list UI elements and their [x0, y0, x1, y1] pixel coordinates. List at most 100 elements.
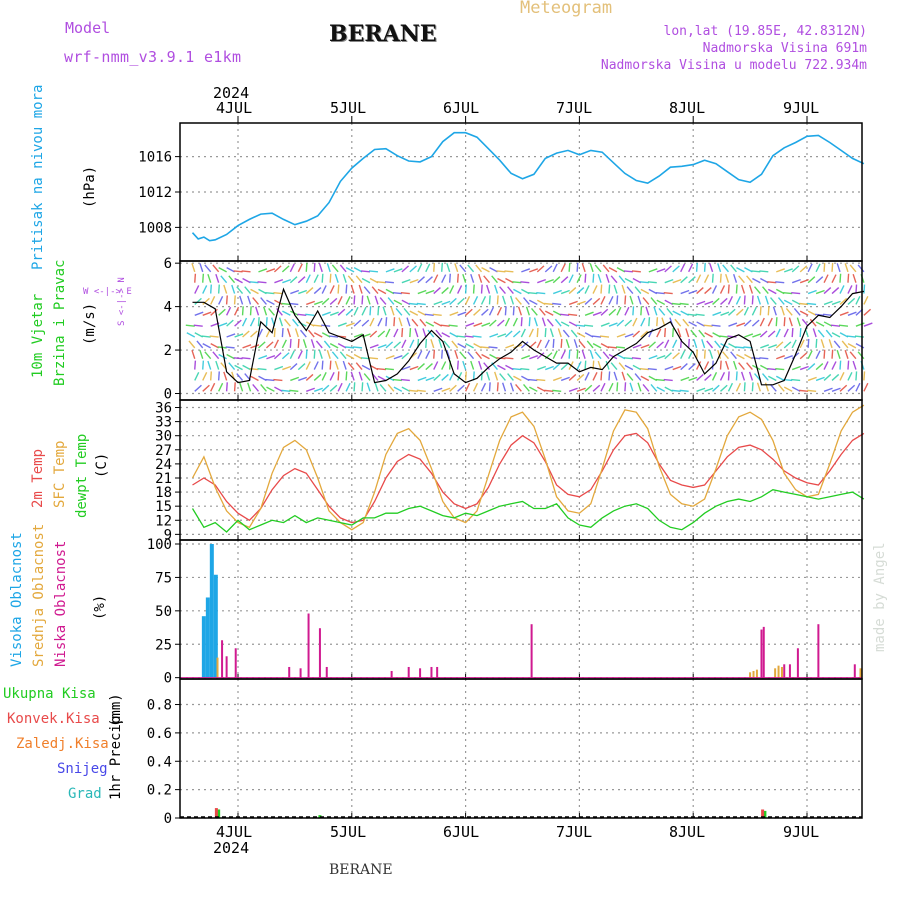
wind-arrow-671 — [623, 270, 633, 273]
wind-arrow-248 — [353, 295, 356, 305]
wind-arrow-582 — [568, 321, 578, 327]
cloud-bar-low_cloud-3 — [288, 666, 291, 678]
wind-arrow-913 — [791, 378, 801, 382]
wind-arrow-922 — [799, 278, 809, 284]
wind-arrow-406 — [456, 273, 459, 283]
wind-arrow-635 — [602, 264, 610, 273]
ytick-label-temperature-4: 21 — [155, 471, 172, 487]
wind-arrow-513 — [521, 288, 530, 295]
wind-arrow-430 — [470, 273, 475, 283]
wind-arrow-315 — [401, 352, 410, 360]
wind-arrow-997 — [855, 371, 858, 381]
wind-arrow-518 — [537, 365, 546, 371]
wind-arrow-282 — [377, 317, 383, 327]
wind-arrow-571 — [560, 313, 570, 316]
wind-arrow-365 — [427, 329, 435, 338]
wind-arrow-852 — [756, 382, 762, 392]
day-label-bottom-3: 7JUL — [556, 823, 593, 841]
wind-arrow-610 — [592, 273, 595, 283]
wind-arrow-350 — [425, 363, 433, 371]
wind-arrow-728 — [664, 299, 674, 306]
wind-arrow-151 — [282, 310, 291, 316]
wind-arrow-454 — [483, 275, 491, 284]
wind-arrow-19 — [202, 311, 212, 316]
wind-arrow-750 — [682, 318, 690, 327]
wind-arrow-685 — [640, 375, 650, 382]
wind-arrow-200 — [321, 297, 330, 305]
wind-arrow-77 — [242, 330, 250, 338]
wind-arrow-387 — [446, 349, 451, 359]
wind-arrow-432 — [480, 382, 487, 392]
wind-arrow-368 — [433, 300, 443, 306]
wind-arrow-643 — [616, 306, 622, 316]
wind-arrow-777 — [704, 287, 712, 295]
wind-arrow-564 — [568, 387, 578, 392]
wind-arrow-616 — [592, 343, 602, 349]
wind-arrow-321 — [392, 291, 402, 295]
wind-arrow-27 — [204, 351, 212, 360]
wind-arrow-1014 — [863, 322, 873, 327]
wind-arrow-169 — [305, 373, 314, 381]
wind-arrow-756 — [696, 387, 706, 392]
wind-arrow-841 — [748, 371, 754, 381]
cloud-bar-mid_cloud-4 — [774, 668, 777, 678]
wind-arrow-3 — [191, 349, 196, 359]
wind-arrow-677 — [640, 330, 649, 338]
wind-arrow-813 — [727, 284, 730, 294]
wind-arrow-580 — [573, 339, 578, 349]
wind-arrow-590 — [584, 360, 587, 370]
wind-arrow-184 — [310, 339, 315, 349]
wind-arrow-936 — [807, 389, 817, 393]
wind-arrow-968 — [831, 300, 841, 306]
wind-arrow-165 — [298, 289, 308, 295]
wind-arrow-904 — [791, 339, 797, 349]
wind-arrow-246 — [353, 319, 362, 327]
wind-arrow-219 — [331, 351, 339, 360]
wind-arrow-68 — [233, 295, 236, 305]
wind-arrow-660 — [629, 382, 634, 392]
wind-arrow-491 — [504, 270, 514, 273]
wind-arrow-0 — [194, 384, 202, 392]
wind-arrow-176 — [306, 300, 315, 306]
wind-arrow-883 — [772, 306, 777, 316]
cloud-bar-mid_cloud-5 — [777, 665, 780, 678]
wind-arrow-48 — [225, 382, 228, 392]
wind-arrow-244 — [345, 346, 355, 349]
wind-arrow-658 — [618, 275, 626, 284]
cloud-bar-mid_cloud-0 — [216, 657, 219, 678]
wind-arrow-641 — [616, 333, 626, 338]
wind-arrow-253 — [358, 371, 363, 381]
wind-arrow-651 — [616, 353, 626, 360]
wind-arrow-975 — [836, 349, 841, 359]
wind-arrow-985 — [847, 372, 853, 381]
wind-arrow-803 — [717, 263, 722, 273]
wind-arrow-648 — [624, 382, 627, 392]
wind-arrow-185 — [307, 329, 315, 338]
wind-arrow-223 — [337, 308, 346, 316]
wind-arrow-679 — [640, 306, 643, 316]
cloud-bar-low_cloud-16 — [783, 664, 786, 678]
wind-arrow-258 — [361, 319, 370, 327]
wind-arrow-111 — [266, 354, 276, 360]
wind-arrow-703 — [653, 306, 658, 316]
wind-arrow-723 — [672, 352, 680, 360]
wind-arrow-499 — [517, 306, 523, 316]
wind-arrow-144 — [281, 389, 291, 393]
wind-arrow-26 — [207, 360, 212, 370]
wind-arrow-573 — [568, 287, 577, 295]
wind-arrow-141 — [273, 291, 283, 295]
wind-arrow-346 — [417, 276, 425, 284]
wind-arrow-839 — [736, 267, 745, 273]
wind-arrow-987 — [844, 349, 849, 359]
wind-arrow-171 — [305, 349, 308, 359]
wind-arrow-724 — [672, 339, 678, 349]
wind-arrow-82 — [234, 277, 243, 284]
wind-arrow-49 — [223, 371, 228, 381]
wind-arrow-980 — [839, 297, 848, 305]
wind-arrow-599 — [581, 263, 586, 273]
wind-arrow-255 — [353, 353, 363, 360]
wind-arrow-354 — [419, 318, 427, 327]
wind-arrow-131 — [273, 265, 282, 273]
wind-arrow-475 — [504, 306, 507, 316]
wind-arrow-114 — [265, 317, 268, 327]
